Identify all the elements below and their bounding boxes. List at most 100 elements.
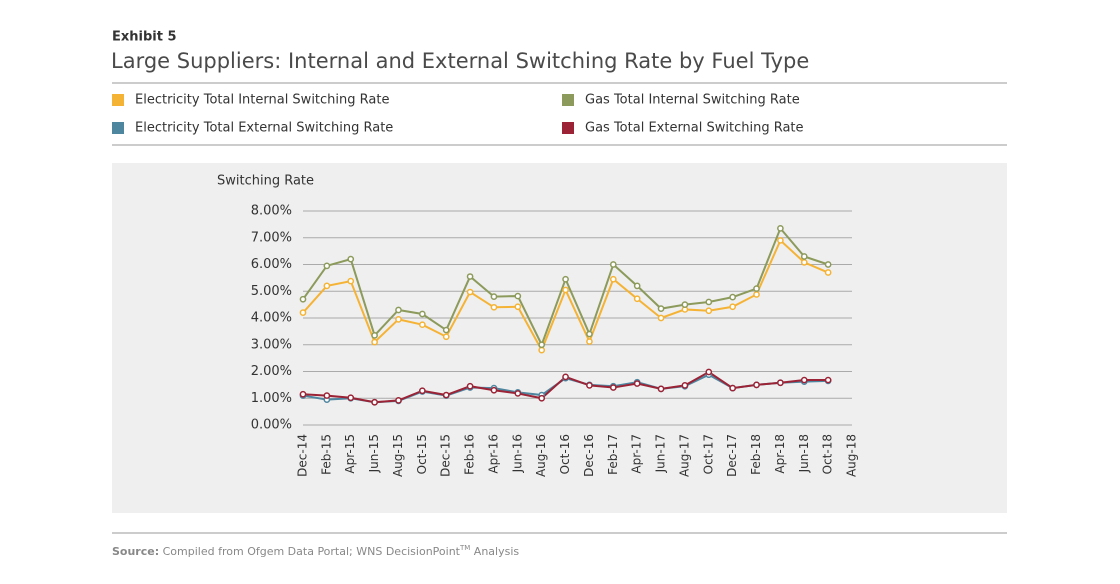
legend-label: Electricity Total Internal Switching Rat… (135, 93, 389, 108)
point (705, 368, 713, 376)
point (538, 346, 546, 354)
point (800, 259, 808, 266)
point (442, 326, 450, 334)
point (514, 303, 522, 311)
legend-swatch (562, 122, 574, 134)
source: Source: Compiled from Ofgem Data Portal;… (112, 544, 519, 558)
point (681, 382, 689, 389)
legend-label: Gas Total External Switching Rate (585, 121, 804, 136)
legend-swatch (562, 94, 574, 106)
x-tick-label: Dec-16 (582, 434, 596, 477)
point (323, 282, 331, 290)
point (490, 386, 498, 394)
point (347, 255, 355, 263)
x-tick-label: Jun-15 (367, 434, 381, 473)
x-tick-label: Apr-16 (486, 434, 500, 474)
point (824, 261, 832, 268)
x-tick-label: Feb-18 (749, 434, 763, 475)
point (705, 307, 713, 315)
x-tick-label: Oct-15 (415, 434, 429, 474)
point (657, 305, 665, 312)
point (490, 293, 498, 300)
y-tick-label: 3.00% (251, 337, 292, 352)
point (490, 303, 498, 311)
chart-title: Large Suppliers: Internal and External S… (111, 49, 809, 73)
point (299, 390, 307, 398)
point (633, 282, 641, 290)
y-axis-label: Switching Rate (217, 174, 314, 189)
point (347, 277, 355, 285)
x-tick-label: Jun-18 (797, 434, 811, 473)
source-label: Source: (112, 545, 159, 558)
point (705, 298, 713, 306)
point (418, 387, 426, 395)
exhibit-label: Exhibit 5 (112, 30, 177, 45)
x-tick-label: Oct-18 (821, 434, 835, 474)
source-tail: Analysis (470, 545, 519, 558)
point (466, 273, 474, 280)
x-tick-label: Feb-15 (319, 434, 333, 475)
point (800, 253, 808, 260)
legend-swatch (112, 94, 124, 106)
x-tick-label: Oct-16 (558, 434, 572, 474)
point (777, 237, 784, 244)
point (299, 295, 307, 303)
point (514, 292, 522, 300)
point (753, 285, 760, 292)
point (418, 321, 426, 329)
point (395, 306, 402, 314)
x-tick-label: Jun-17 (654, 434, 668, 473)
point (609, 275, 617, 283)
x-tick-label: Aug-15 (391, 434, 405, 477)
x-tick-label: Apr-15 (343, 434, 357, 474)
point (562, 286, 569, 294)
point (538, 394, 546, 402)
x-tick-label: Dec-14 (296, 434, 310, 477)
point (395, 397, 402, 404)
point (395, 315, 402, 323)
point (824, 376, 832, 384)
point (777, 225, 784, 232)
point (657, 314, 665, 322)
x-tick-label: Oct-17 (701, 434, 715, 474)
x-tick-label: Apr-18 (773, 434, 787, 474)
legend-label: Electricity Total External Switching Rat… (135, 121, 393, 136)
point (777, 379, 784, 387)
x-tick-label: Feb-16 (463, 434, 477, 475)
x-tick-label: Feb-17 (606, 434, 620, 475)
point (586, 338, 593, 345)
point (729, 303, 737, 311)
point (753, 291, 760, 298)
source-text: Compiled from Ofgem Data Portal; WNS Dec… (163, 545, 461, 558)
legend-label: Gas Total Internal Switching Rate (585, 93, 800, 108)
point (586, 330, 593, 338)
x-tick-label: Aug-16 (534, 434, 548, 477)
x-tick-label: Jun-16 (510, 434, 524, 473)
point (729, 384, 737, 392)
point (562, 373, 569, 381)
point (800, 376, 808, 384)
point (538, 341, 546, 349)
point (514, 390, 522, 397)
legend-swatch (112, 122, 124, 134)
y-tick-label: 0.00% (251, 418, 292, 433)
point (442, 391, 450, 399)
point (371, 338, 378, 346)
point (657, 385, 665, 393)
y-tick-label: 4.00% (251, 311, 292, 326)
y-tick-label: 8.00% (251, 204, 292, 219)
plot-panel (112, 163, 1007, 513)
y-tick-label: 5.00% (251, 284, 292, 299)
point (466, 382, 474, 390)
point (442, 333, 450, 341)
point (347, 394, 355, 402)
point (371, 398, 378, 406)
point (609, 261, 617, 268)
x-tick-label: Aug-17 (677, 434, 691, 477)
point (371, 332, 378, 339)
point (729, 293, 737, 301)
x-tick-label: Dec-15 (439, 434, 453, 477)
point (633, 380, 641, 387)
point (418, 310, 426, 318)
